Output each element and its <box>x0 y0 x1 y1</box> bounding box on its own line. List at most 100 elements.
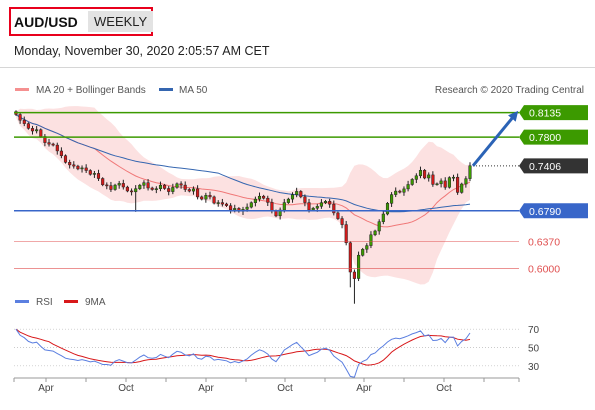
legend-rsi-swatch <box>15 300 29 303</box>
candle <box>253 196 257 207</box>
candle <box>332 200 336 216</box>
candle-body <box>39 129 43 137</box>
candle <box>175 182 179 189</box>
candle <box>390 192 394 207</box>
candle-body <box>381 213 385 222</box>
candle <box>183 181 187 192</box>
report-datetime: Monday, November 30, 2020 2:05:57 AM CET <box>14 44 270 58</box>
candle-body <box>443 180 447 188</box>
candle <box>262 194 266 200</box>
candle <box>460 182 464 194</box>
candle-body <box>121 183 125 188</box>
candle <box>146 179 150 191</box>
candle-body <box>418 170 423 177</box>
price-level-label: 0.7406 <box>529 161 561 173</box>
legend-rsi-ma-label: 9MA <box>85 297 106 308</box>
candle-body <box>307 202 311 211</box>
candle <box>76 164 80 171</box>
price-level-tag <box>519 129 588 145</box>
candle-body <box>80 167 84 170</box>
candle-body <box>257 195 262 200</box>
candle <box>26 122 30 130</box>
candle <box>196 185 200 200</box>
price-level-label: 0.6000 <box>528 263 560 275</box>
timeframe-badge[interactable]: WEEKLY <box>88 11 154 32</box>
candle-body <box>340 218 344 225</box>
candle-body <box>113 184 117 190</box>
candle-body <box>92 173 96 175</box>
candle-body <box>101 178 105 186</box>
candle-body <box>352 271 356 279</box>
legend-rsi-ma-swatch <box>64 300 78 303</box>
candle-body <box>274 210 278 217</box>
candle-body <box>130 190 134 193</box>
candle-body <box>26 123 30 129</box>
candle <box>431 171 435 187</box>
candle <box>101 177 105 187</box>
candle <box>336 211 340 220</box>
legend-ma50-swatch <box>159 88 173 91</box>
candle-body <box>171 187 175 192</box>
candle-body <box>30 128 35 132</box>
ma50-line <box>15 114 471 213</box>
price-level-tag <box>519 105 588 121</box>
axis-tick-label: Apr <box>38 383 54 394</box>
candle-body <box>167 188 171 192</box>
candle-body <box>22 119 26 124</box>
candle-body <box>72 164 76 167</box>
candle <box>138 183 142 191</box>
price-level-label: 0.6790 <box>529 206 561 218</box>
candle <box>410 178 414 186</box>
candle-body <box>357 254 361 279</box>
candle-body <box>361 249 365 256</box>
candle-body <box>295 191 299 195</box>
candle <box>381 210 385 225</box>
candle <box>142 180 146 189</box>
candle-body <box>84 167 88 171</box>
candle <box>290 192 295 203</box>
candle <box>299 190 303 199</box>
candle <box>398 189 402 194</box>
candle <box>130 188 134 196</box>
candle-body <box>163 184 167 189</box>
candle <box>220 198 224 207</box>
candle <box>105 182 109 190</box>
candle <box>423 168 427 180</box>
candle <box>163 183 167 190</box>
legend-rsi-label: RSI <box>36 297 53 308</box>
candle <box>121 179 125 190</box>
candle-body <box>117 183 121 186</box>
candle-body <box>262 195 266 199</box>
candle-body <box>315 206 319 209</box>
candle <box>22 116 26 127</box>
candle <box>385 202 390 216</box>
candle <box>377 219 381 235</box>
candle-body <box>402 188 406 193</box>
candle <box>468 162 472 182</box>
candle-body <box>142 182 146 186</box>
candle-body <box>377 221 381 232</box>
instrument-pair: AUD/USD <box>14 14 78 30</box>
candle-body <box>233 208 237 211</box>
candle <box>204 192 208 203</box>
candle <box>365 243 369 253</box>
candle-body <box>229 205 233 211</box>
candle <box>59 147 63 159</box>
candle-body <box>179 183 183 186</box>
candle <box>158 181 163 192</box>
candle-body <box>187 189 191 192</box>
candle-body <box>146 182 150 189</box>
candle-body <box>427 174 431 179</box>
candle-body <box>224 203 229 206</box>
candle-body <box>414 175 418 180</box>
candle-body <box>323 201 328 204</box>
candle-body <box>18 114 22 121</box>
candle-body <box>88 170 92 175</box>
candle <box>224 202 229 207</box>
candle-body <box>47 142 51 145</box>
candle-body <box>394 190 398 195</box>
candle <box>451 174 456 182</box>
candle <box>229 203 233 214</box>
price-level-tag <box>519 158 588 174</box>
candle <box>208 191 212 200</box>
